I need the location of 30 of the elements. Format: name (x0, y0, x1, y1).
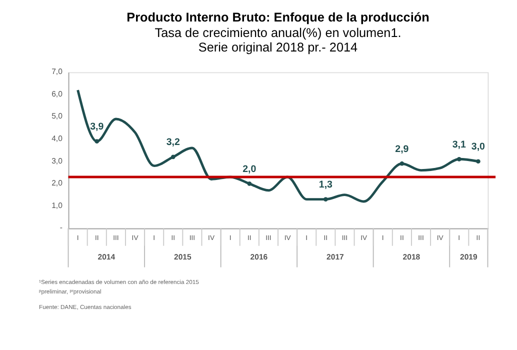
chart-subtitle: Tasa de crecimiento anual(%) en volumen1. Serie original 2018 pr.- 2014 (154, 26, 402, 55)
y-tick-label: 6,0 (52, 89, 64, 98)
text: 2017 (326, 252, 344, 262)
data-label: 2,9 (395, 144, 410, 155)
text: 2014 (98, 252, 116, 262)
point (247, 182, 252, 186)
data-label: 3,1 (452, 139, 466, 150)
text: 2019 (460, 252, 478, 262)
y-tick-label: 5,0 (52, 112, 64, 121)
text: 2015 (174, 252, 192, 262)
point (170, 154, 176, 160)
y-tick-label: 2,0 (52, 178, 64, 188)
point (323, 197, 328, 202)
y-tick-label: - (60, 223, 63, 232)
data-label: 2,0 (242, 164, 257, 175)
y-tick-label: 7,0 (52, 67, 64, 76)
text: 2018 (402, 252, 421, 262)
point (476, 159, 480, 164)
y-tick-label: 1,0 (52, 200, 64, 210)
y-tick-label: 4,0 (52, 134, 64, 144)
point (400, 161, 404, 166)
chart-title: Producto Interno Bruto: Enfoque de la producción (126, 10, 430, 24)
data-label: 3,2 (166, 137, 180, 148)
point (456, 156, 462, 162)
data-label: 3,0 (471, 142, 486, 153)
y-tick-label: 3,0 (52, 156, 64, 166)
data-label: 1,3 (318, 180, 334, 191)
text: 2016 (250, 252, 268, 262)
data-label: 3,9 (90, 122, 104, 133)
point (94, 139, 100, 144)
